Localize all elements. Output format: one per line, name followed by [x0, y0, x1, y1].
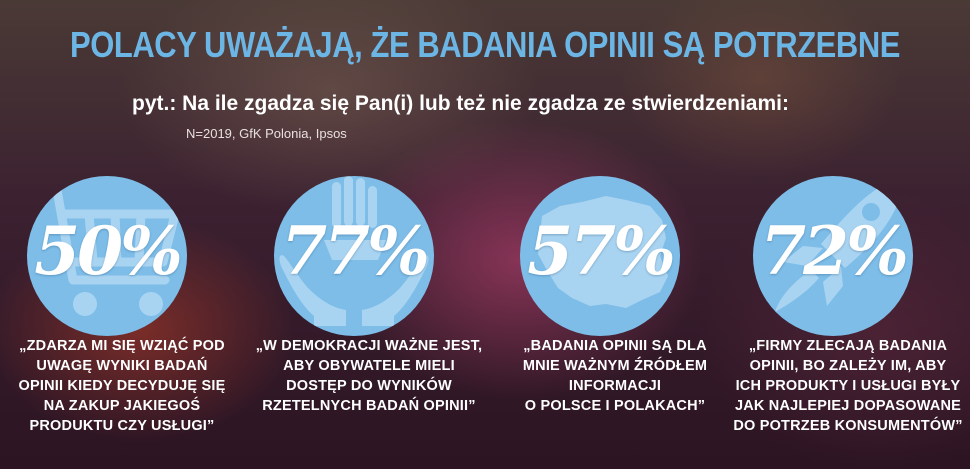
page-title: POLACY UWAŻAJĄ, ŻE BADANIA OPINII SĄ POT…: [70, 24, 900, 65]
stat-circle: 57%: [520, 176, 680, 336]
stat-caption: „FIRMY ZLECAJĄ BADANIA OPINII, BO ZALEŻY…: [733, 338, 963, 434]
stat-caption: „W DEMOKRACJI WAŻNE JEST, ABY OBYWATELE …: [255, 338, 483, 414]
stat-circle: 72%: [753, 176, 913, 336]
poland-map-icon: [538, 196, 668, 308]
survey-question: pyt.: Na ile zgadza się Pan(i) lub też n…: [132, 92, 789, 115]
stat-value: 77%: [281, 212, 430, 290]
stat-value: 57%: [527, 212, 676, 290]
rocket-icon: [775, 181, 903, 312]
stat-card: 72% „FIRMY ZLECAJĄ BADANIA OPINII, BO ZA…: [726, 176, 970, 466]
stat-circle: 50%: [27, 176, 187, 336]
source-note: N=2019, GfK Polonia, Ipsos: [186, 126, 347, 141]
shopping-cart-icon: [28, 185, 180, 316]
raised-hands-icon: [279, 176, 429, 326]
stat-value: 50%: [34, 212, 183, 290]
stat-value: 72%: [760, 212, 909, 290]
stat-caption: „ZDARZA MI SIĘ WZIĄĆ POD UWAGĘ WYNIKI BA…: [18, 338, 226, 434]
stat-circle: 77%: [274, 176, 434, 336]
stat-card: 57% „BADANIA OPINII SĄ DLA MNIE WAŻNYM Ź…: [493, 176, 737, 466]
stat-card: 50% „ZDARZA MI SIĘ WZIĄĆ POD UWAGĘ WYNIK…: [0, 176, 244, 466]
stat-caption: „BADANIA OPINII SĄ DLA MNIE WAŻNYM ŹRÓDŁ…: [522, 338, 708, 414]
stat-card: 77% „W DEMOKRACJI WAŻNE JEST, ABY OBYWAT…: [247, 176, 491, 466]
